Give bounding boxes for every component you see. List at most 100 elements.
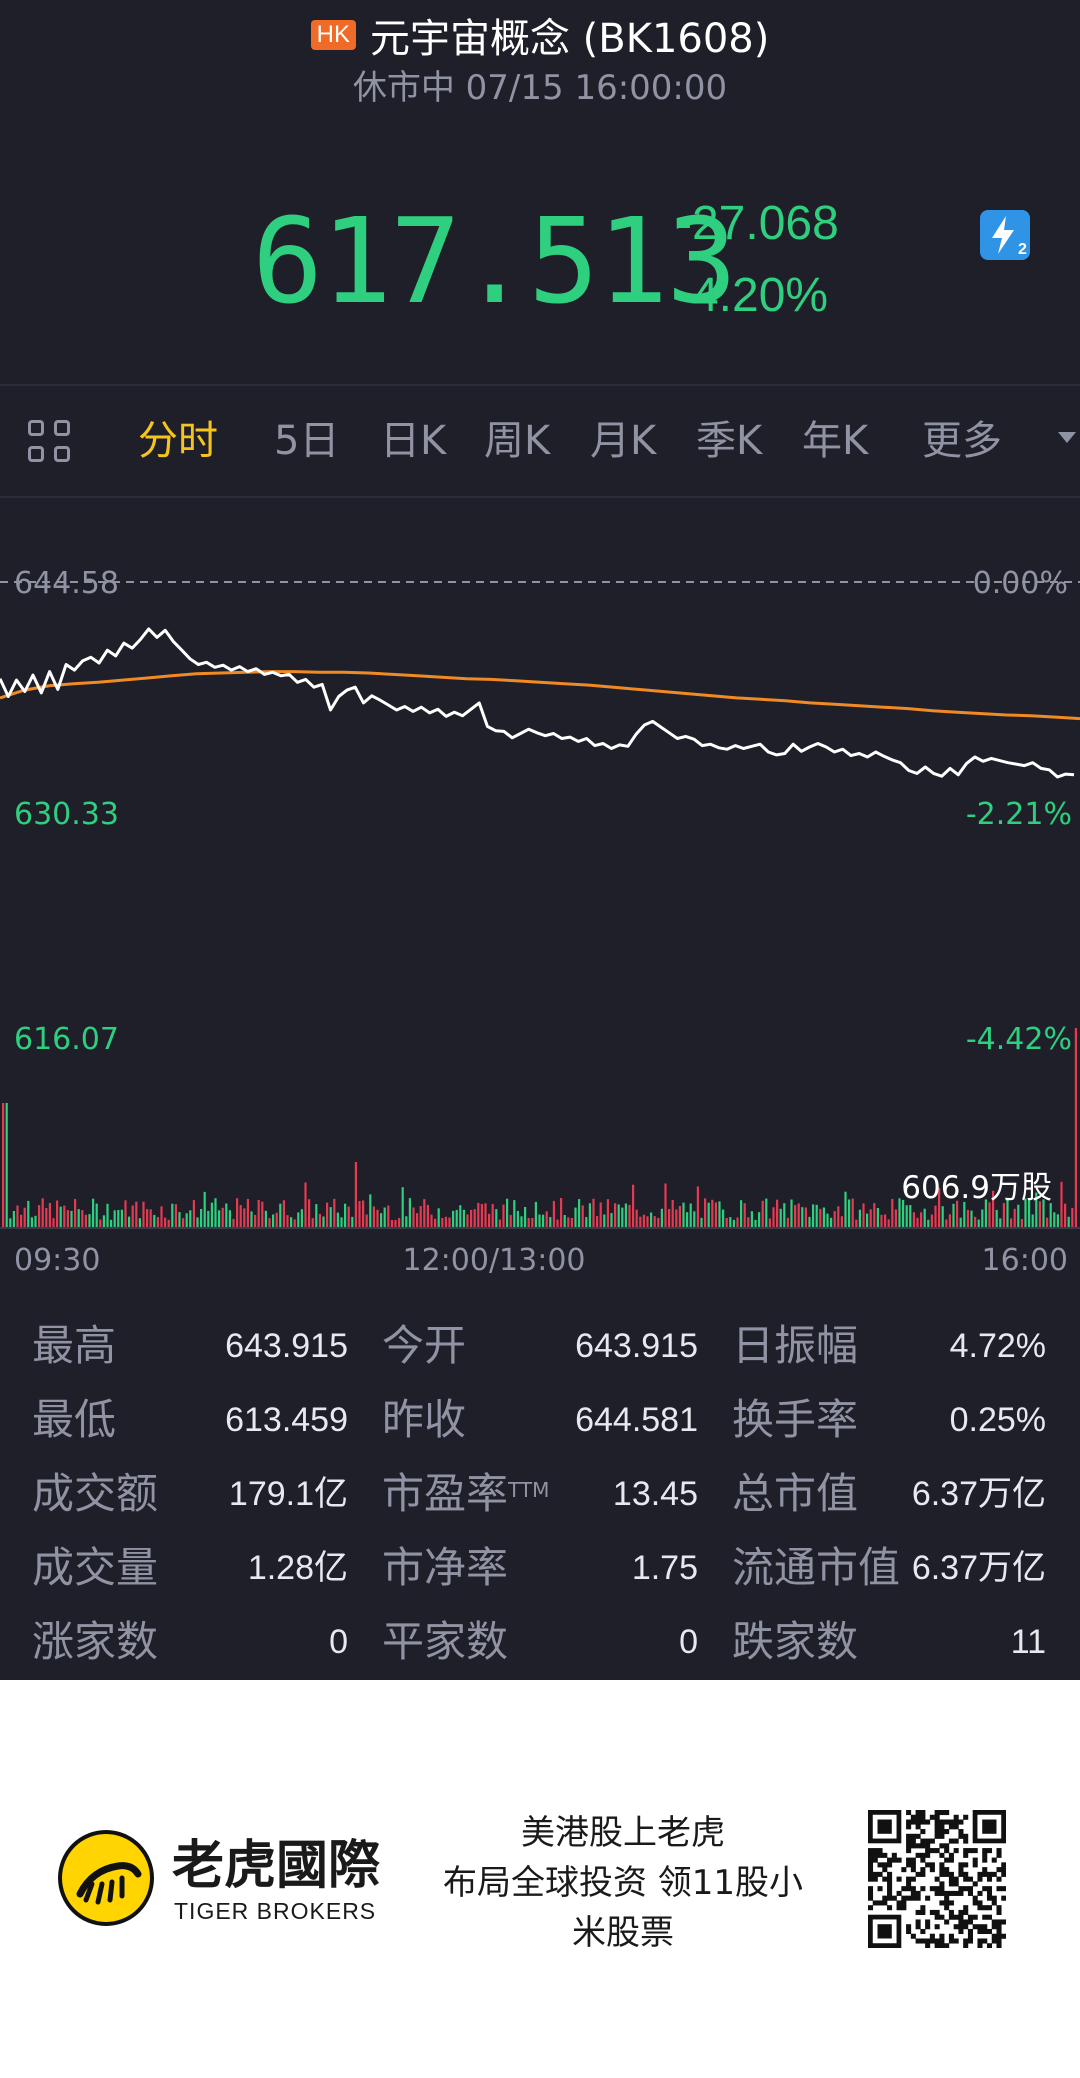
- chevron-down-icon[interactable]: [1058, 432, 1076, 443]
- stat-label-market-cap: 总市值: [732, 1469, 859, 1518]
- intraday-chart[interactable]: 644.58 0.00% 630.33 -2.21% 616.07 -4.42%…: [0, 500, 1080, 1280]
- tab-more[interactable]: 更多: [922, 418, 1002, 464]
- volume-bar: [462, 1209, 465, 1228]
- volume-bar: [822, 1207, 825, 1228]
- volume-bar: [696, 1186, 699, 1228]
- volume-bar: [131, 1205, 134, 1228]
- volume-bar: [225, 1203, 228, 1228]
- volume-bar: [592, 1198, 595, 1228]
- volume-bar: [808, 1216, 811, 1228]
- promo-slogan: 美港股上老虎 布局全球投资 领11股小 米股票: [420, 1808, 826, 1958]
- tab-quarterly-k[interactable]: 季K: [696, 418, 763, 464]
- tab-5day[interactable]: 5日: [274, 418, 340, 464]
- volume-bar: [275, 1212, 278, 1228]
- volume-bar: [930, 1214, 933, 1228]
- volume-bar: [732, 1219, 735, 1228]
- y-pct-top: 0.00%: [973, 566, 1068, 601]
- volume-bar: [268, 1218, 271, 1228]
- volume-bar: [995, 1209, 998, 1228]
- volume-bar: [102, 1215, 105, 1228]
- volume-bar: [354, 1162, 357, 1228]
- volume-bar: [322, 1216, 325, 1228]
- volume-bar: [146, 1209, 149, 1228]
- volume-bar: [232, 1218, 235, 1228]
- volume-bar: [1042, 1199, 1045, 1228]
- stat-value-prev-close: 644.581: [575, 1401, 698, 1439]
- stat-value-amount: 179.1亿: [228, 1475, 348, 1513]
- volume-bar: [866, 1213, 869, 1228]
- volume-bar: [934, 1205, 937, 1228]
- last-price: 617.513: [252, 192, 737, 330]
- volume-bar: [286, 1215, 289, 1228]
- tiger-logo-icon: [58, 1830, 154, 1926]
- brand-name-cn: 老虎國際: [172, 1836, 381, 1896]
- volume-bar: [776, 1199, 779, 1228]
- page-title: HK 元宇宙概念 (BK1608): [0, 14, 1080, 64]
- volume-bar: [1049, 1203, 1052, 1228]
- volume-bar: [707, 1202, 710, 1228]
- volume-bar: [41, 1198, 44, 1228]
- stat-label-high: 最高: [32, 1321, 117, 1370]
- volume-bar: [621, 1207, 624, 1228]
- volume-bar: [963, 1201, 966, 1228]
- volume-bar: [758, 1212, 761, 1228]
- volume-bar: [380, 1213, 383, 1228]
- volume-bar: [610, 1213, 613, 1228]
- volume-bar: [740, 1200, 743, 1228]
- tab-weekly-k[interactable]: 周K: [484, 418, 551, 464]
- stat-label-open: 今开: [382, 1321, 467, 1370]
- volume-bar: [95, 1203, 98, 1228]
- volume-bar: [2, 1103, 5, 1228]
- volume-bar: [1031, 1214, 1034, 1228]
- volume-bar: [635, 1209, 638, 1228]
- volume-bar: [686, 1212, 689, 1228]
- market-badge: HK: [310, 20, 356, 50]
- volume-bar: [315, 1204, 318, 1228]
- volume-bar: [516, 1210, 519, 1228]
- tab-intraday[interactable]: 分时: [138, 418, 218, 464]
- volume-value: 606.9万股: [901, 1170, 1052, 1206]
- volume-bar: [192, 1200, 195, 1228]
- volume-bar: [437, 1208, 440, 1228]
- volume-bar: [81, 1210, 84, 1228]
- volume-bar: [542, 1214, 545, 1228]
- volume-bar: [912, 1212, 915, 1228]
- price-change-pct: -4.20%: [676, 269, 829, 322]
- stat-label-pe: 市盈率TTM: [382, 1466, 549, 1522]
- tab-daily-k[interactable]: 日K: [380, 418, 447, 464]
- volume-bar: [653, 1216, 656, 1228]
- volume-bar: [988, 1202, 991, 1228]
- x-label-lunch: 12:00/13:00: [402, 1243, 585, 1278]
- volume-bar: [567, 1217, 570, 1228]
- volume-bar: [333, 1198, 336, 1228]
- grid-menu-icon[interactable]: [28, 420, 72, 464]
- stat-label-pe-text: 市盈率: [382, 1469, 509, 1518]
- volume-bar: [884, 1214, 887, 1228]
- tab-monthly-k[interactable]: 月K: [590, 418, 657, 464]
- volume-bar: [1028, 1200, 1031, 1228]
- volume-bar: [905, 1205, 908, 1228]
- volume-bar: [160, 1206, 163, 1228]
- level2-icon[interactable]: 2: [980, 210, 1030, 260]
- volume-bar: [48, 1203, 51, 1228]
- volume-bar: [430, 1214, 433, 1228]
- volume-bar: [509, 1215, 512, 1228]
- stat-label-float-cap: 流通市值: [732, 1543, 901, 1592]
- volume-bar: [801, 1207, 804, 1228]
- volume-bar: [239, 1205, 242, 1228]
- volume-bar: [650, 1212, 653, 1228]
- volume-bar: [318, 1213, 321, 1228]
- volume-bar: [124, 1200, 127, 1228]
- volume-bar: [772, 1207, 775, 1228]
- volume-bar: [218, 1210, 221, 1228]
- volume-bar: [779, 1208, 782, 1228]
- volume-bar: [945, 1219, 948, 1228]
- stat-label-low: 最低: [32, 1395, 117, 1444]
- tab-yearly-k[interactable]: 年K: [802, 418, 869, 464]
- volume-bar: [63, 1205, 66, 1228]
- volume-bar: [444, 1216, 447, 1228]
- stat-value-amplitude: 4.72%: [949, 1327, 1046, 1365]
- price-change: -27.068: [676, 197, 839, 250]
- volume-bar: [513, 1200, 516, 1228]
- volume-bar: [974, 1216, 977, 1228]
